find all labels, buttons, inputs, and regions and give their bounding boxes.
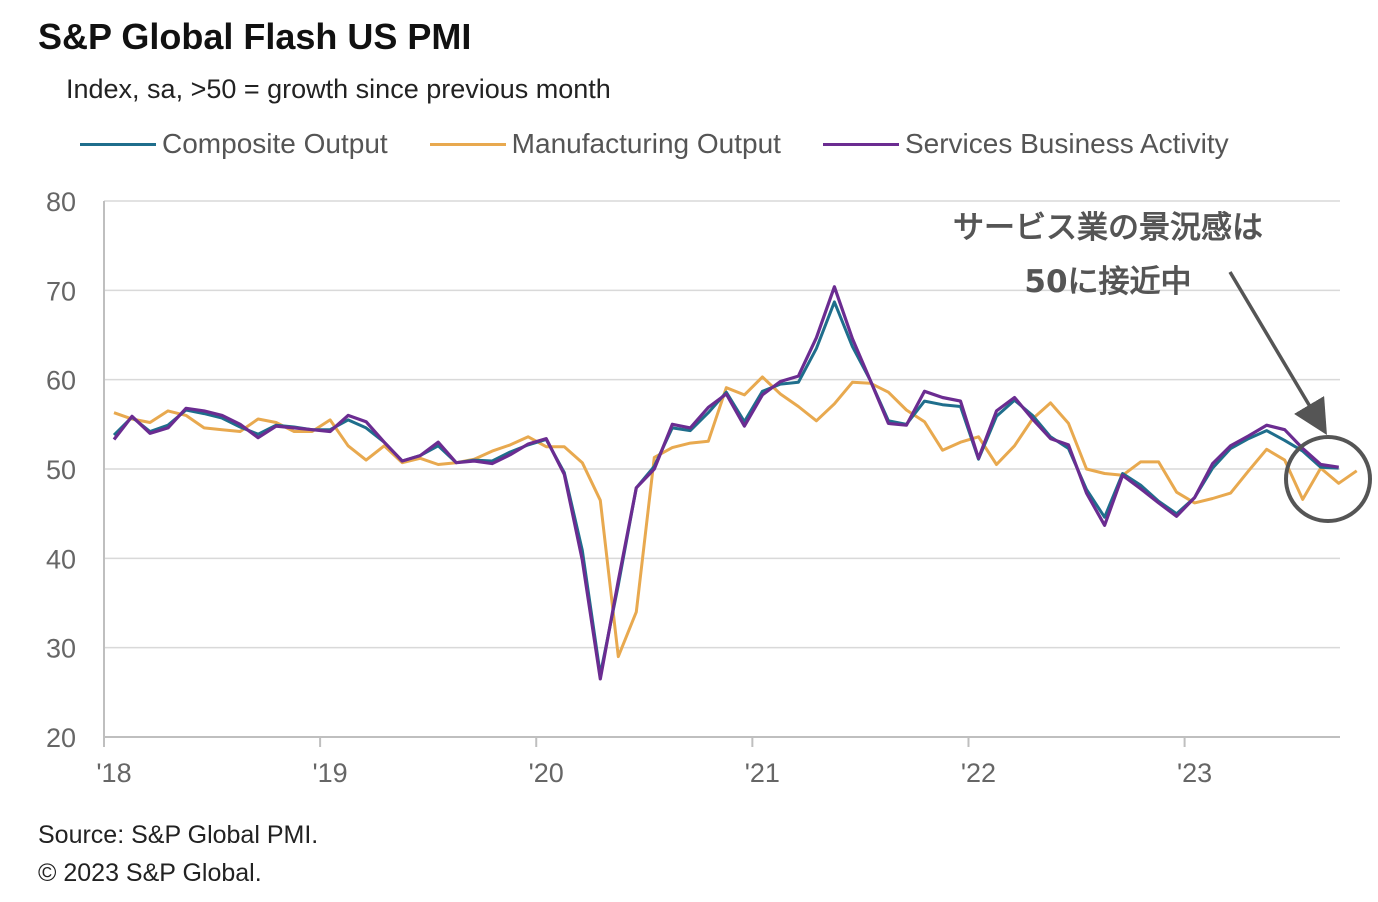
legend-label-composite: Composite Output xyxy=(162,128,388,159)
source-note: Source: S&P Global PMI. © 2023 S&P Globa… xyxy=(38,816,318,892)
annotation-line-2: 50に接近中 xyxy=(1024,264,1191,300)
legend-label-services: Services Business Activity xyxy=(904,128,1229,159)
y-tick-label: 60 xyxy=(46,366,76,396)
legend-swatch-composite xyxy=(80,142,156,146)
legend-item-services: Services Business Activity xyxy=(822,128,1229,160)
services-activity-line xyxy=(112,285,1339,681)
legend-swatch-services xyxy=(822,142,899,146)
x-tick-label: '19 xyxy=(313,758,348,788)
y-tick-label: 50 xyxy=(46,455,76,485)
legend-item-composite: Composite Output xyxy=(80,128,388,160)
x-tick-label: '22 xyxy=(961,758,996,788)
x-tick-label: '23 xyxy=(1177,758,1212,788)
y-tick-label: 80 xyxy=(46,187,76,217)
y-tick-label: 40 xyxy=(46,544,76,574)
chart-title: S&P Global Flash US PMI xyxy=(38,16,472,57)
x-tick-label: '18 xyxy=(96,758,131,788)
y-tick-label: 70 xyxy=(46,276,76,306)
source-line: Source: S&P Global PMI. xyxy=(38,821,319,849)
highlight-circle xyxy=(1284,435,1372,523)
copyright-line: © 2023 S&P Global. xyxy=(38,859,262,887)
chart-subtitle: Index, sa, >50 = growth since previous m… xyxy=(66,74,611,104)
legend-label-manufacturing: Manufacturing Output xyxy=(511,128,781,159)
legend-swatch-manufacturing xyxy=(429,142,506,146)
composite-output-line xyxy=(112,300,1339,676)
annotation-arrow xyxy=(1228,271,1327,436)
legend: Composite Output Manufacturing Output Se… xyxy=(80,124,1271,164)
y-tick-label: 20 xyxy=(46,723,76,753)
x-tick-label: '21 xyxy=(745,758,780,788)
manufacturing-output-line xyxy=(113,375,1358,659)
y-tick-label: 30 xyxy=(46,634,76,664)
legend-item-manufacturing: Manufacturing Output xyxy=(429,128,781,160)
x-tick-label: '20 xyxy=(529,758,564,788)
annotation-line-1: サービス業の景況感は xyxy=(953,210,1263,246)
